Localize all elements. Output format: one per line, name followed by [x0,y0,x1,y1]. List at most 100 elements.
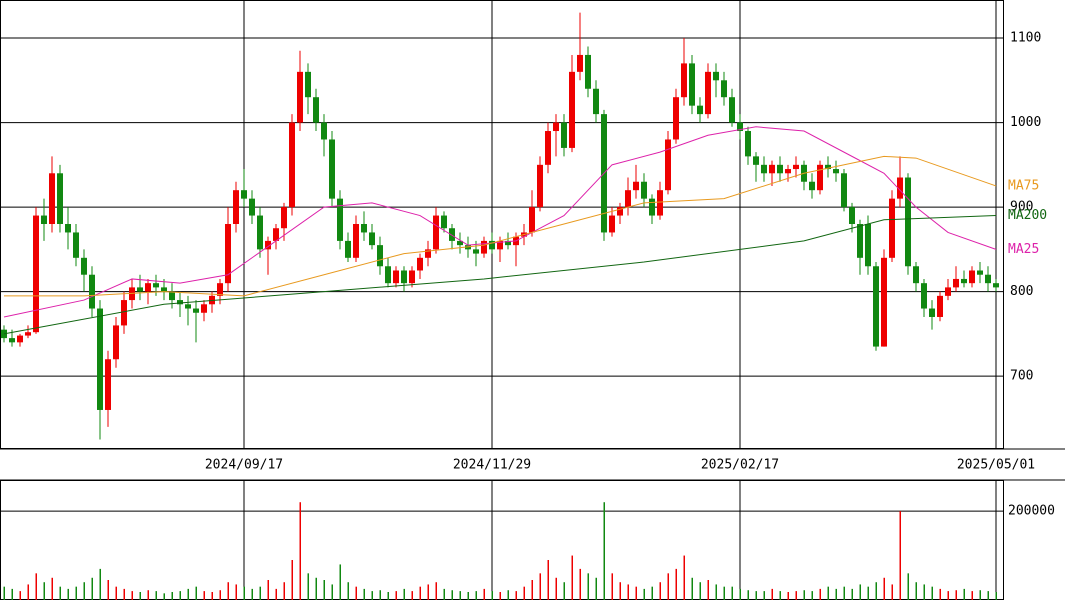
candle-body [97,308,103,410]
volume-bar [651,586,653,600]
volume-bar [715,584,717,600]
candle-body [305,71,311,98]
candle-body [113,325,119,360]
candle-body [857,224,863,258]
x-tick-label: 2025/02/17 [701,458,779,473]
volume-frame [0,480,1004,600]
candle-body [649,198,655,216]
candle-body [905,177,911,267]
candle-body [873,266,879,347]
volume-bar [955,590,957,600]
volume-bar [387,592,389,600]
candle-body [377,245,383,267]
candle-body [841,173,847,208]
candle-body [473,249,479,254]
volume-bar [875,582,877,600]
candle-body [257,215,263,250]
volume-bar [267,580,269,600]
volume-bar [491,591,493,600]
volume-bar [795,591,797,600]
volume-bar [219,590,221,600]
candle-body [609,215,615,233]
candle-body [721,80,727,98]
candle-body [977,270,983,275]
volume-bar [235,584,237,600]
candle-body [217,283,223,296]
volume-bar [843,586,845,600]
candle-body [433,215,439,250]
volume-bar [35,573,37,600]
candle-body [881,257,887,347]
candle-body [537,164,543,208]
volume-bar [315,577,317,600]
volume-bar [515,591,517,600]
volume-bar [331,584,333,600]
x-tick-label: 2025/05/01 [957,458,1035,473]
candle-body [985,274,991,284]
volume-bar [579,568,581,600]
y-tick-label: 1100 [1010,31,1041,46]
candle-body [265,240,271,250]
volume-bar [155,591,157,600]
volume-bar [675,568,677,600]
candle-body [633,181,639,191]
volume-bar [539,573,541,600]
candle-body [89,274,95,309]
candle-body [529,207,535,233]
candle-body [289,122,295,208]
volume-bar [883,577,885,600]
volume-bar [91,577,93,600]
volume-bar [555,577,557,600]
candle-body [457,240,463,246]
volume-bar [667,573,669,600]
candle-body [177,300,183,305]
candle-body [369,232,375,246]
candle-body [849,207,855,224]
volume-bar [163,593,165,600]
volume-bar [323,580,325,600]
candle-body [833,169,839,174]
candle-body [593,88,599,115]
volume-bar [707,580,709,600]
volume-bar [499,592,501,600]
volume-bar [115,586,117,600]
volume-bar [563,582,565,600]
candle-body [673,97,679,140]
candle-body [681,63,687,98]
volume-bar [923,584,925,600]
candle-body [769,164,775,174]
candle-body [617,207,623,216]
candle-body [233,190,239,224]
candle-body [505,240,511,246]
volume-bar [43,582,45,600]
volume-bar [979,590,981,600]
candle-body [441,215,447,229]
candle-body [25,332,31,336]
volume-bar [19,591,21,600]
candle-body [361,224,367,233]
volume-bar [467,592,469,600]
candle-body [169,291,175,301]
candle-body [121,300,127,326]
ma-label: MA75 [1008,178,1039,193]
volume-bar [411,591,413,600]
volume-bar [851,588,853,600]
ma-line [4,155,997,297]
candle-body [817,164,823,191]
volume-bar [595,577,597,600]
candle-body [993,283,999,288]
candle-body [65,224,71,233]
candle-body [105,359,111,410]
volume-bar [275,588,277,600]
y-tick-label: 800 [1010,284,1033,299]
candle-body [489,240,495,250]
volume-bar [731,586,733,600]
volume-bar [131,591,133,600]
candle-body [249,198,255,216]
volume-bar [931,586,933,600]
volume-bar [523,586,525,600]
candle-body [753,156,759,165]
volume-bar [779,591,781,600]
volume-bar [11,588,13,600]
candle-body [273,228,279,241]
